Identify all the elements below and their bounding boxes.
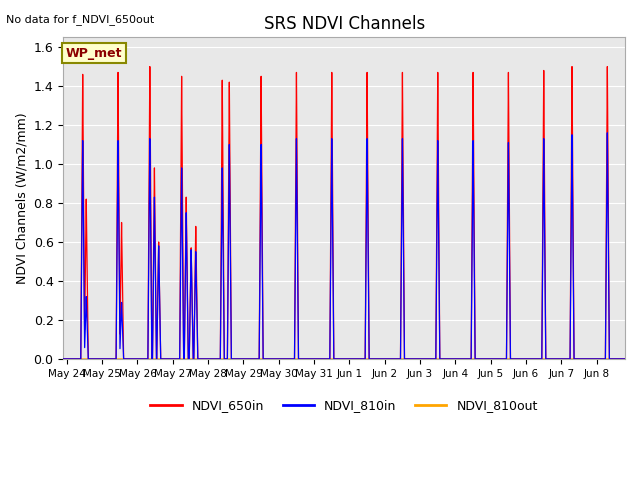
Text: No data for f_NDVI_650out: No data for f_NDVI_650out [6, 14, 155, 25]
Text: WP_met: WP_met [66, 47, 123, 60]
Y-axis label: NDVI Channels (W/m2/mm): NDVI Channels (W/m2/mm) [15, 112, 28, 284]
Legend: NDVI_650in, NDVI_810in, NDVI_810out: NDVI_650in, NDVI_810in, NDVI_810out [145, 394, 543, 417]
Title: SRS NDVI Channels: SRS NDVI Channels [264, 15, 425, 33]
